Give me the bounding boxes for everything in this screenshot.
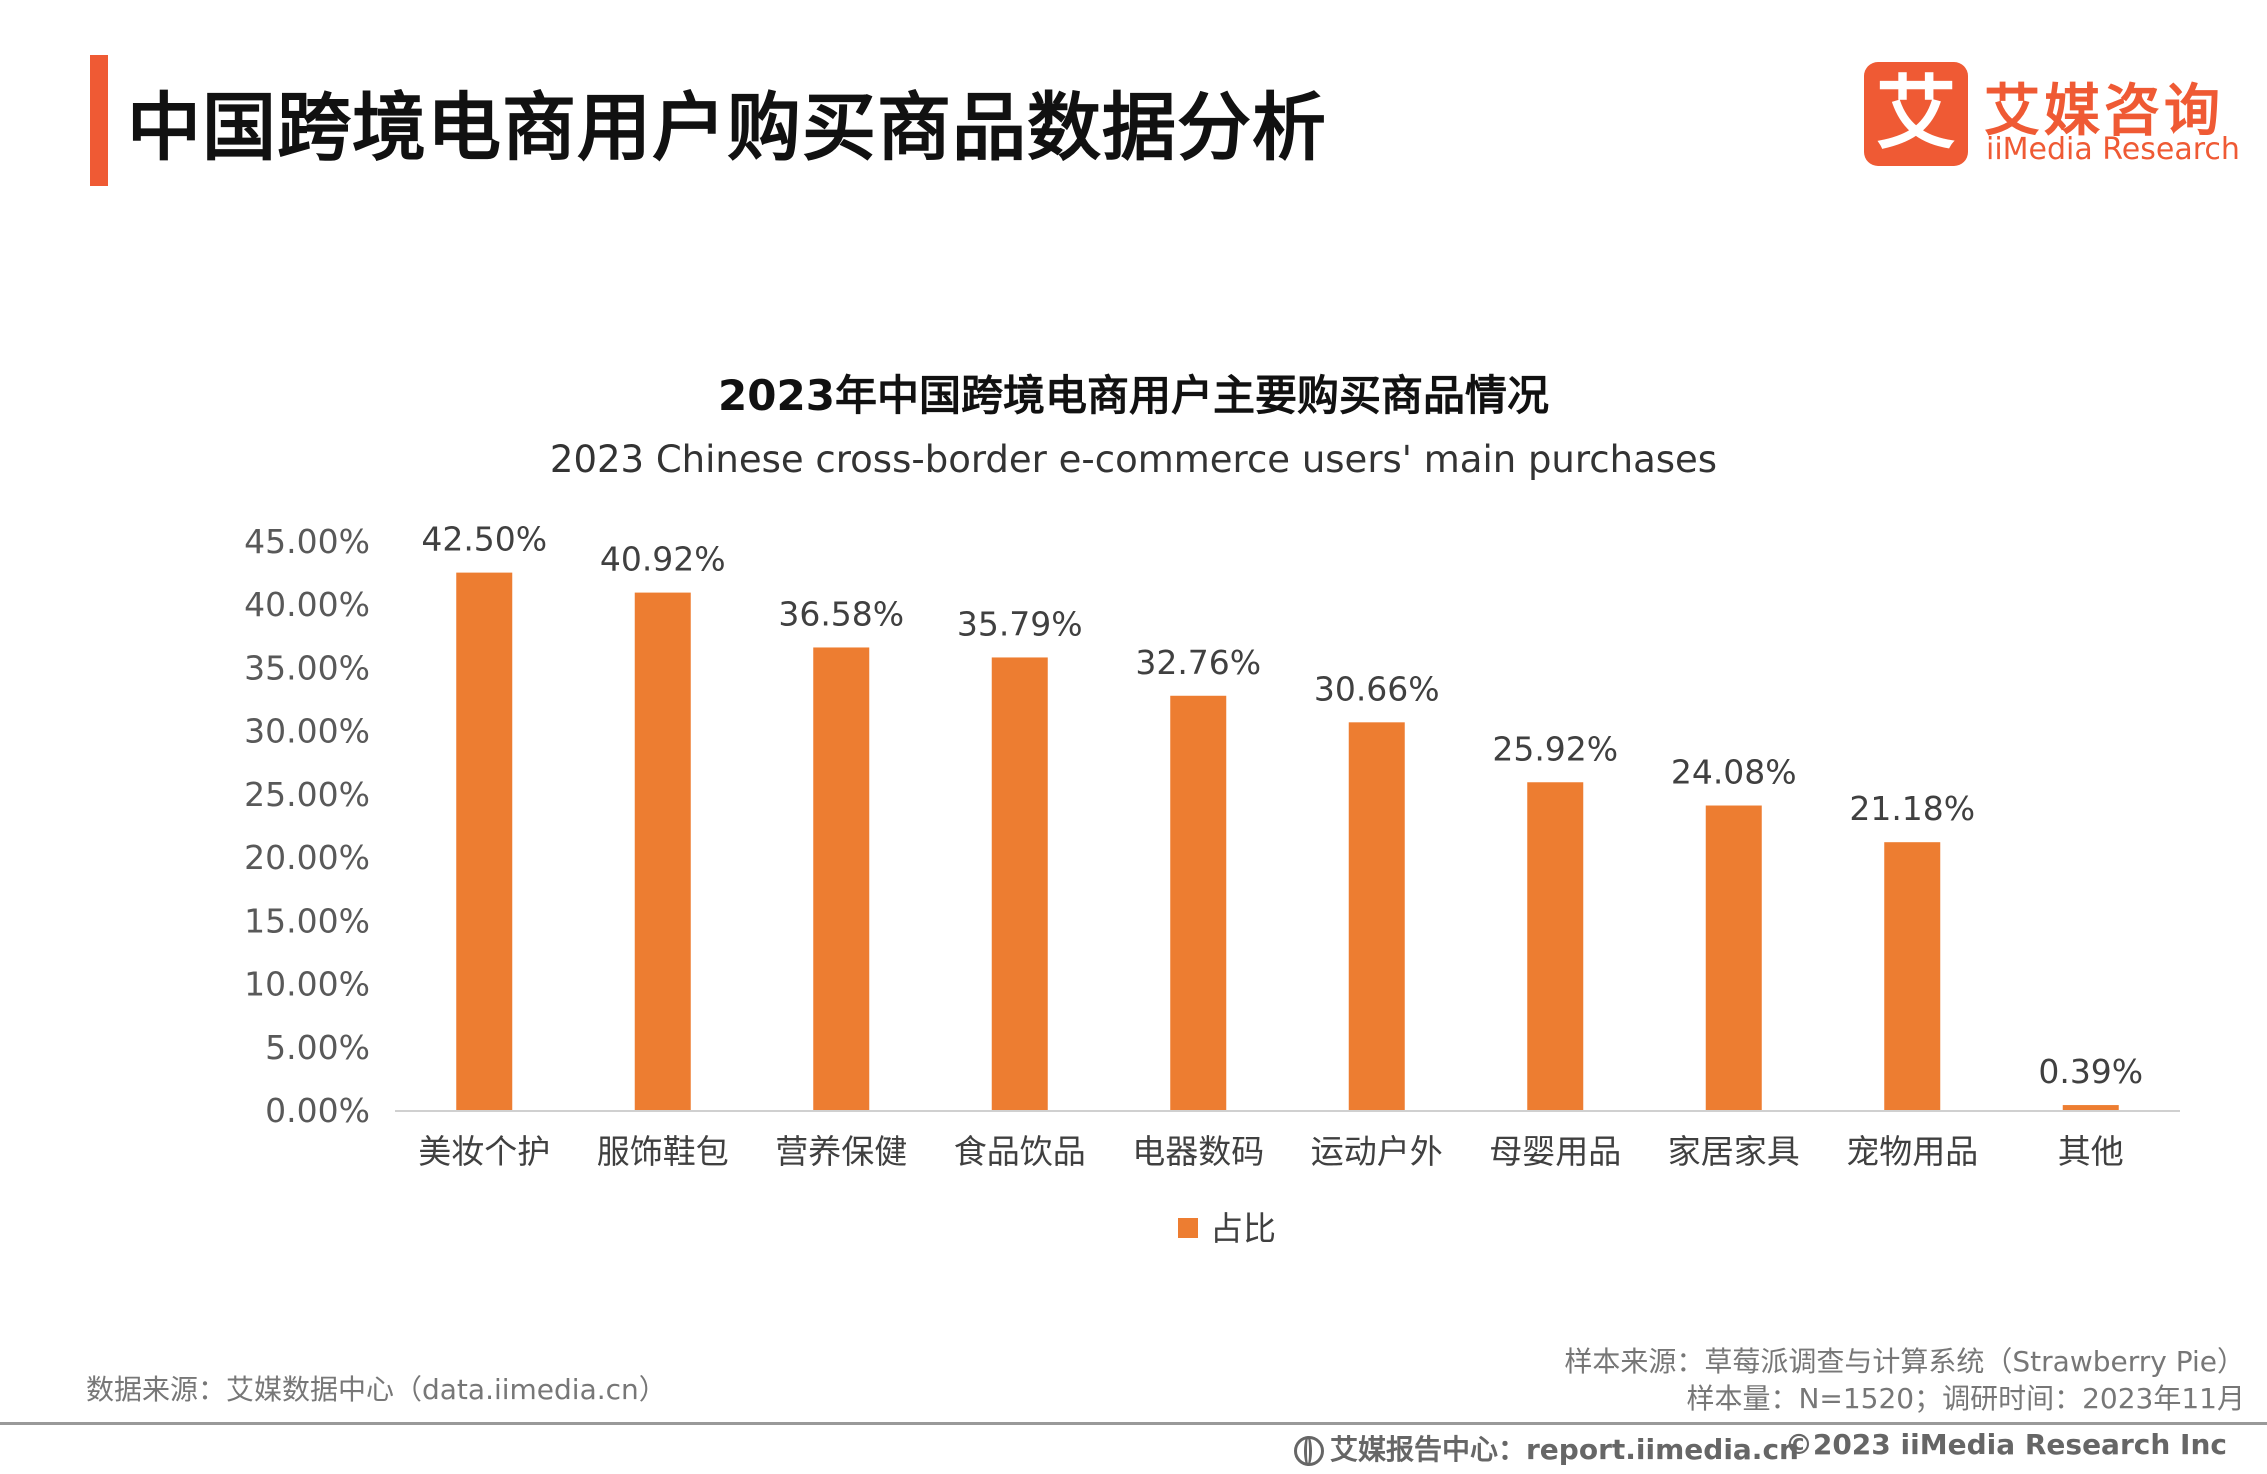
globe-icon [1294, 1436, 1324, 1466]
x-tick-label: 运动户外 [1311, 1132, 1443, 1171]
y-tick-label: 40.00% [244, 585, 370, 624]
chart-subtitle: 2023 Chinese cross-border e-commerce use… [549, 438, 1718, 481]
legend-swatch [1178, 1218, 1198, 1238]
x-tick-label: 服饰鞋包 [597, 1132, 729, 1171]
y-tick-label: 5.00% [265, 1028, 370, 1067]
logo-mark-icon: 艾 [1864, 62, 1968, 166]
x-tick-label: 食品饮品 [954, 1132, 1086, 1171]
data-label: 42.50% [421, 520, 547, 559]
data-label: 0.39% [2038, 1052, 2143, 1091]
sample-size-date: 样本量：N=1520；调研时间：2023年11月 [1686, 1382, 2245, 1415]
bar [1170, 695, 1227, 1110]
bar [1348, 722, 1405, 1110]
x-tick-label: 家居家具 [1668, 1132, 1800, 1171]
copyright: ©2023 iiMedia Research Inc [1784, 1428, 2227, 1461]
x-tick-label: 电器数码 [1132, 1132, 1264, 1171]
chart-title: 2023年中国跨境电商用户主要购买商品情况 [718, 371, 1549, 420]
bar [456, 572, 513, 1110]
y-tick-label: 30.00% [244, 712, 370, 751]
y-tick-label: 20.00% [244, 838, 370, 877]
logo-english-name: iiMedia Research [1986, 132, 2240, 167]
data-label: 24.08% [1671, 753, 1797, 792]
bar [2062, 1105, 2119, 1110]
legend-label: 占比 [1210, 1209, 1276, 1248]
data-label: 32.76% [1135, 643, 1261, 682]
iimedia-logo: 艾 艾媒咨询 iiMedia Research [1864, 62, 2240, 172]
x-tick-label: 营养保健 [775, 1132, 907, 1171]
footer-divider [0, 1422, 2267, 1425]
bar [634, 592, 691, 1110]
sample-info: 样本来源：草莓派调查与计算系统（Strawberry Pie） 样本量：N=15… [1564, 1343, 2245, 1417]
x-tick-label: 宠物用品 [1846, 1132, 1978, 1171]
bar [1884, 842, 1941, 1110]
y-tick-label: 10.00% [244, 965, 370, 1004]
x-tick-label: 母婴用品 [1489, 1132, 1621, 1171]
y-tick-label: 45.00% [244, 522, 370, 561]
bar [1705, 805, 1762, 1110]
data-label: 35.79% [957, 604, 1083, 643]
report-center-text: 艾媒报告中心：report.iimedia.cn [1330, 1433, 1799, 1466]
x-tick-label: 其他 [2058, 1132, 2124, 1171]
logo-chinese-name: 艾媒咨询 [1984, 79, 2224, 144]
data-source: 数据来源：艾媒数据中心（data.iimedia.cn） [86, 1373, 667, 1406]
bar [813, 647, 870, 1110]
y-tick-label: 35.00% [244, 648, 370, 687]
report-center: 艾媒报告中心：report.iimedia.cn [1294, 1428, 1799, 1468]
bar [1527, 782, 1584, 1110]
data-label: 25.92% [1492, 729, 1618, 768]
data-label: 36.58% [778, 594, 904, 633]
y-tick-label: 15.00% [244, 901, 370, 940]
y-tick-label: 25.00% [244, 775, 370, 814]
data-label: 30.66% [1314, 669, 1440, 708]
x-tick-label: 美妆个护 [418, 1132, 550, 1171]
data-label: 40.92% [600, 540, 726, 579]
title-accent-bar [90, 55, 108, 186]
bar [991, 657, 1048, 1110]
y-tick-label: 0.00% [265, 1091, 370, 1130]
sample-source: 样本来源：草莓派调查与计算系统（Strawberry Pie） [1564, 1345, 2245, 1378]
data-label: 21.18% [1849, 789, 1975, 828]
page-title: 中国跨境电商用户购买商品数据分析 [127, 85, 1327, 171]
